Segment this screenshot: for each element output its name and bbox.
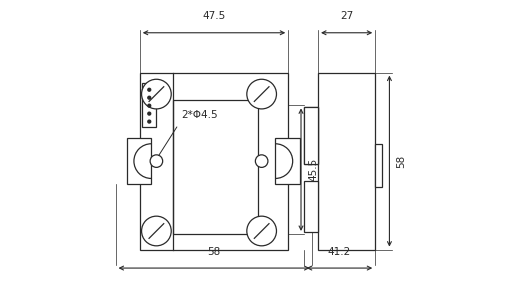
Bar	[304, 107, 318, 164]
Text: 2*Φ4.5: 2*Φ4.5	[181, 110, 218, 120]
Text: 58: 58	[207, 247, 220, 257]
Bar	[275, 138, 300, 184]
Text: 47.5: 47.5	[202, 11, 226, 21]
Circle shape	[148, 88, 151, 91]
Text: 27: 27	[340, 11, 353, 21]
Circle shape	[142, 216, 171, 246]
Bar	[304, 107, 318, 164]
Bar	[127, 138, 151, 184]
Circle shape	[247, 79, 277, 109]
Bar	[140, 73, 288, 249]
Bar	[173, 100, 258, 234]
Text: 41.2: 41.2	[328, 247, 351, 257]
Circle shape	[150, 155, 163, 167]
Bar	[318, 73, 375, 249]
Circle shape	[148, 112, 151, 115]
Circle shape	[247, 216, 277, 246]
Circle shape	[255, 155, 268, 167]
Bar	[142, 83, 156, 127]
Text: 45.5: 45.5	[308, 158, 318, 181]
Circle shape	[148, 120, 151, 123]
Text: 58: 58	[396, 154, 406, 168]
Circle shape	[148, 96, 151, 99]
Bar	[375, 144, 382, 187]
Circle shape	[142, 79, 171, 109]
Circle shape	[148, 104, 151, 107]
Bar	[304, 181, 318, 232]
